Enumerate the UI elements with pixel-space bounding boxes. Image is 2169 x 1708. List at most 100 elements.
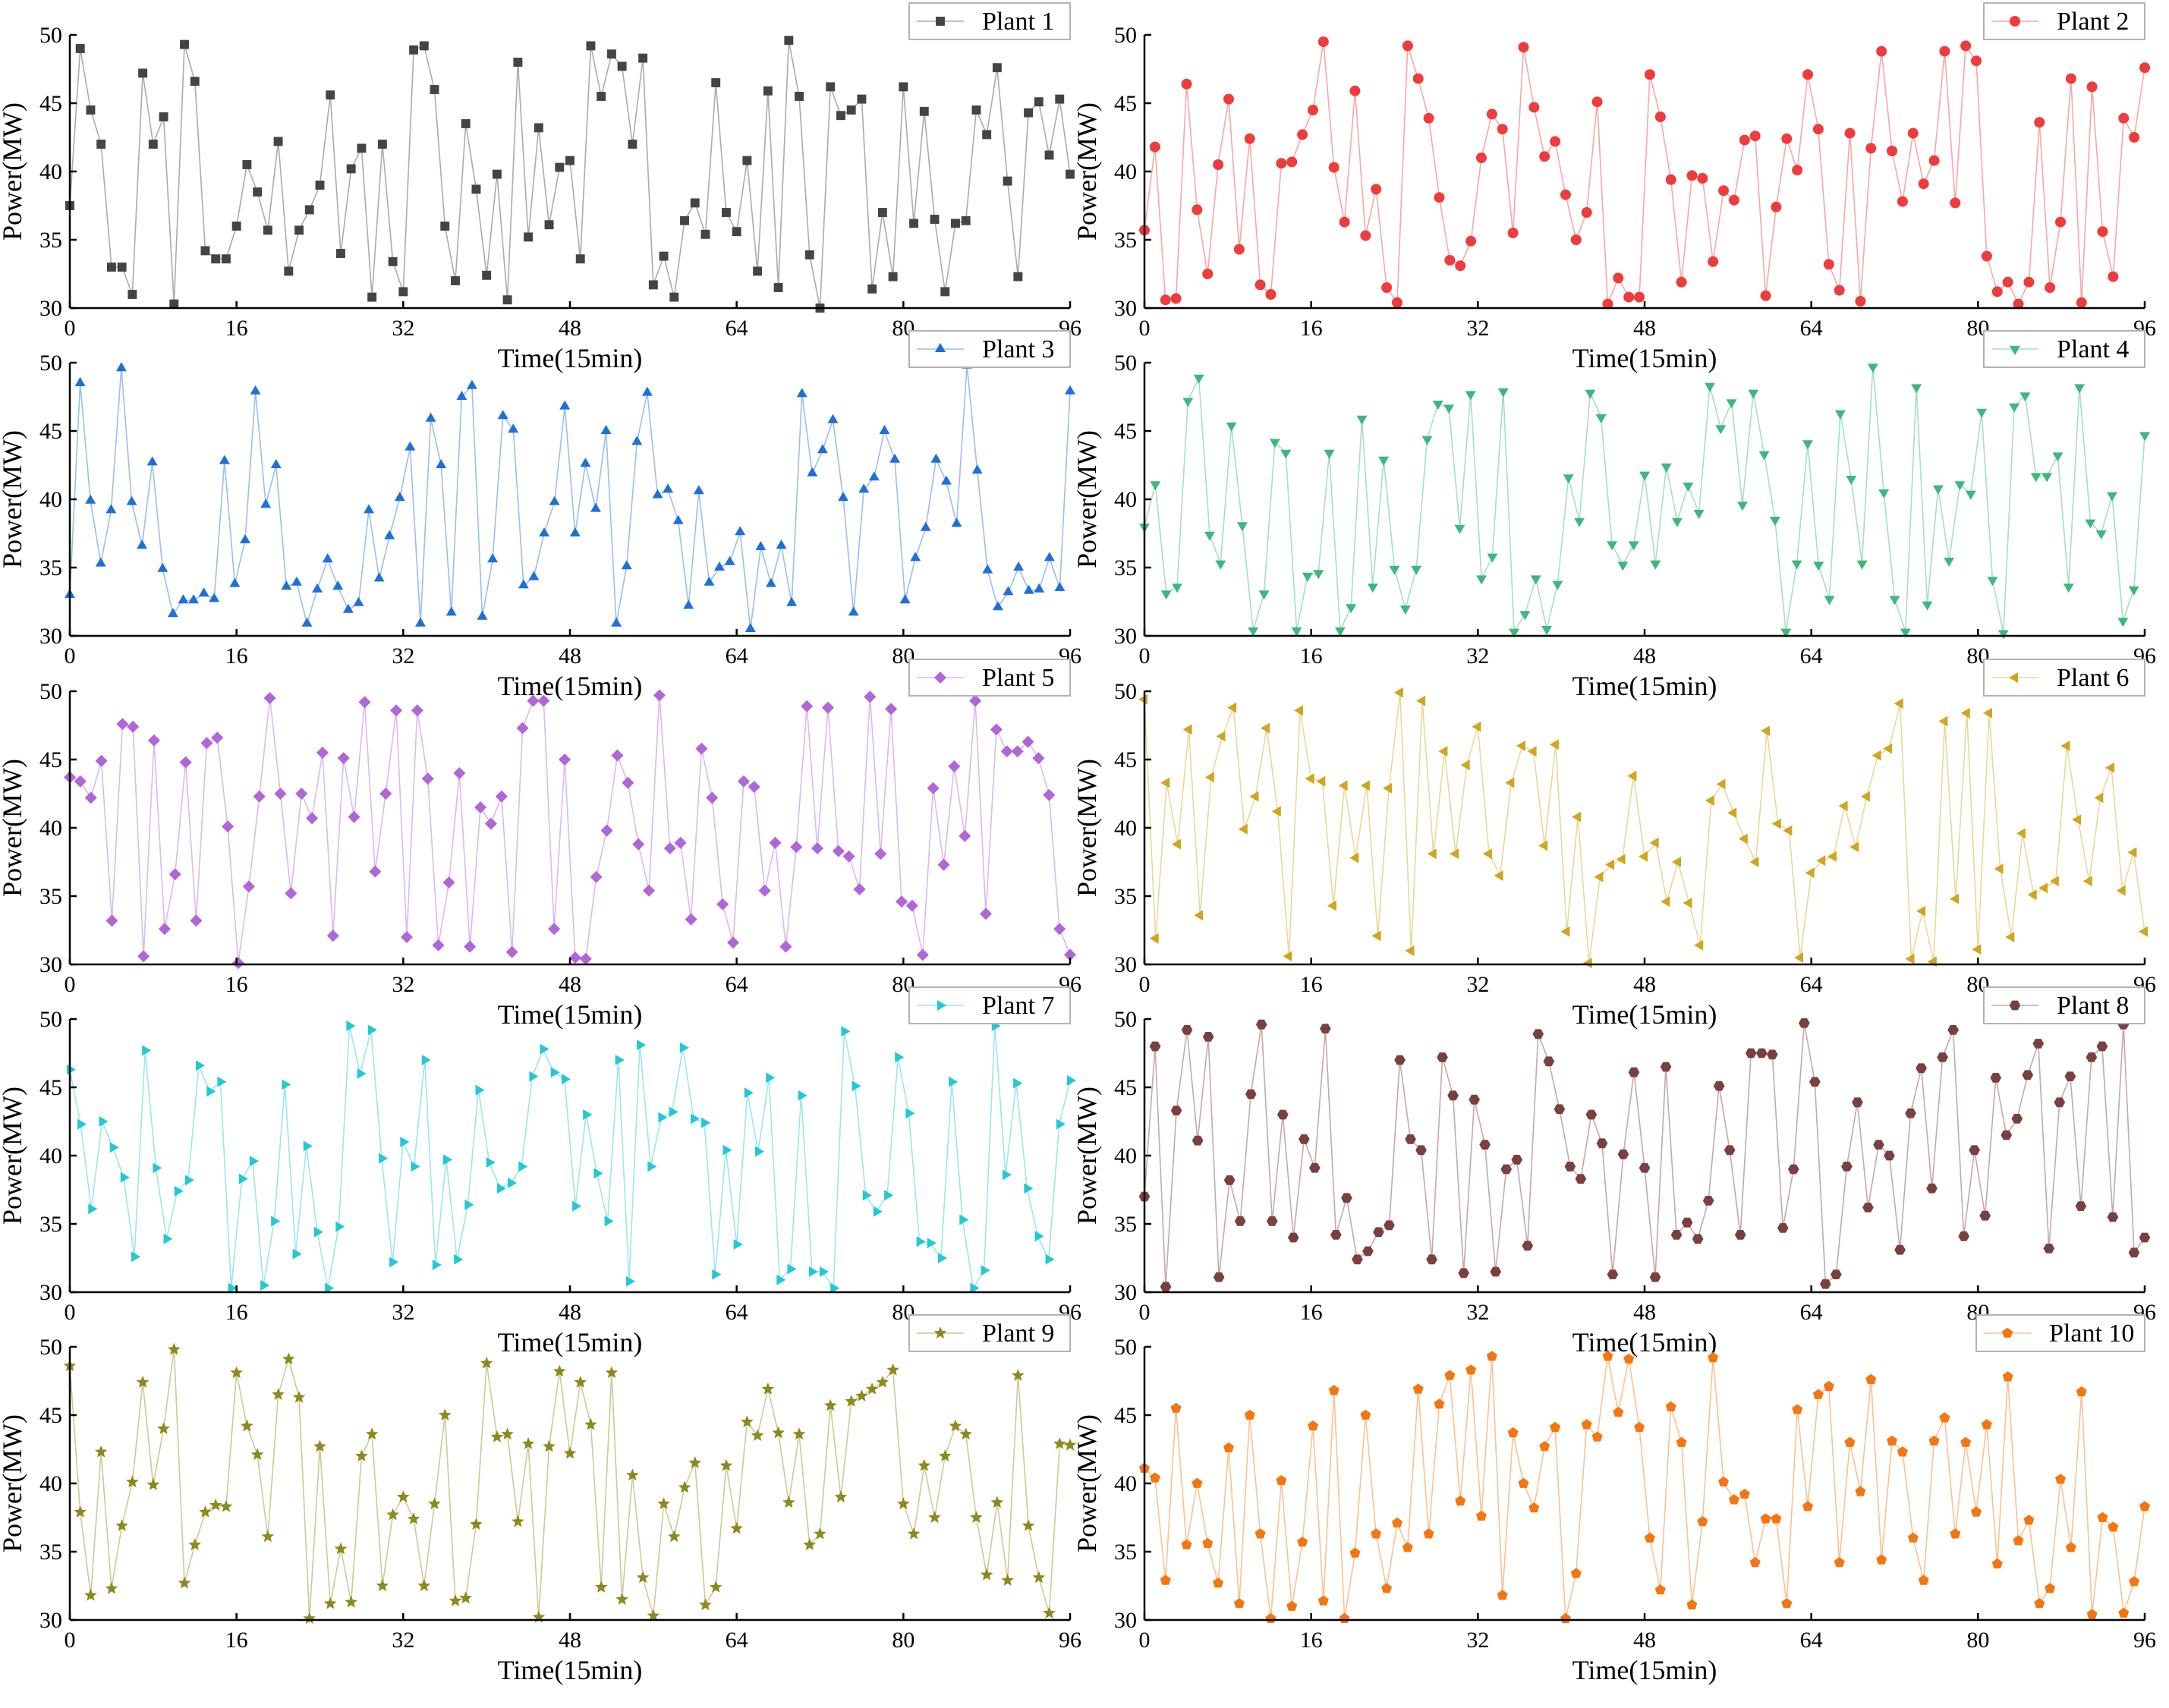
data-point	[221, 254, 231, 264]
data-point	[1581, 207, 1592, 218]
data-point	[178, 1576, 191, 1589]
data-point	[1053, 923, 1066, 936]
data-point	[153, 1162, 162, 1174]
data-point	[1872, 750, 1881, 761]
data-point	[421, 772, 434, 785]
data-point	[693, 485, 704, 495]
data-point	[1065, 385, 1075, 395]
data-point	[464, 1199, 474, 1210]
data-point	[1846, 476, 1857, 485]
data-point	[127, 720, 140, 733]
data-point	[1979, 1210, 1991, 1221]
data-point	[211, 731, 224, 744]
data-point	[2009, 403, 2020, 413]
data-point	[1360, 780, 1370, 791]
data-point	[84, 1588, 97, 1601]
y-tick-label: 30	[39, 1280, 62, 1305]
data-point	[138, 68, 148, 78]
data-point	[1672, 517, 1683, 527]
data-point	[126, 495, 137, 505]
data-point	[1294, 705, 1303, 716]
y-axis-title: Power(MW)	[0, 759, 27, 897]
data-point	[1307, 105, 1318, 115]
data-point	[1455, 260, 1466, 272]
data-point	[1393, 687, 1403, 698]
data-point	[394, 492, 405, 502]
data-point	[1639, 471, 1650, 481]
data-point	[353, 596, 364, 606]
data-point	[367, 292, 377, 302]
x-tick-label: 0	[65, 1300, 76, 1325]
data-point	[617, 61, 627, 71]
data-point	[706, 791, 719, 804]
data-point	[1213, 1272, 1225, 1282]
series-markers	[65, 359, 1075, 632]
data-point	[409, 45, 419, 55]
data-point	[704, 576, 715, 586]
data-point	[461, 119, 471, 128]
data-point	[659, 251, 669, 261]
data-point	[1994, 863, 2004, 874]
data-point	[1749, 1557, 1761, 1568]
data-point	[1487, 553, 1498, 563]
data-point	[817, 444, 828, 454]
data-point	[1958, 1231, 1969, 1241]
data-point	[951, 517, 962, 527]
data-point	[1371, 930, 1381, 942]
data-point	[1991, 1558, 2003, 1569]
y-tick-label: 50	[1114, 1335, 1137, 1360]
data-point	[1297, 1537, 1308, 1547]
data-point	[2013, 298, 2024, 310]
data-point	[990, 723, 1003, 736]
data-point	[1002, 1169, 1012, 1181]
x-axis-title: Time(15min)	[1572, 1655, 1717, 1685]
legend-label: Plant 4	[2057, 335, 2129, 363]
data-point	[1150, 481, 1161, 491]
y-axis-title: Power(MW)	[1072, 1414, 1102, 1552]
legend-label: Plant 1	[982, 8, 1054, 36]
data-point	[1739, 134, 1750, 146]
data-point	[1905, 1108, 1916, 1118]
data-point	[885, 703, 898, 716]
data-point	[285, 887, 297, 900]
data-point	[1724, 1145, 1736, 1156]
data-point	[211, 254, 221, 264]
x-tick-label: 64	[726, 1300, 748, 1325]
x-tick-label: 96	[2133, 1628, 2156, 1653]
data-point	[1738, 833, 1748, 845]
data-point	[474, 801, 487, 813]
x-axis-title: Time(15min)	[498, 671, 643, 701]
data-point	[272, 1388, 285, 1401]
data-point	[158, 923, 171, 936]
series-line	[1144, 1356, 2145, 1619]
x-tick-label: 0	[1139, 972, 1151, 997]
data-point	[798, 1090, 807, 1101]
data-point	[910, 552, 921, 561]
data-point	[521, 1437, 535, 1449]
data-point	[1509, 628, 1520, 638]
data-point	[889, 453, 900, 463]
data-point	[1894, 1244, 1906, 1255]
data-point	[271, 1216, 281, 1227]
data-point	[336, 249, 345, 258]
data-point	[1276, 158, 1287, 169]
data-point	[1045, 1253, 1055, 1265]
data-point	[776, 1274, 786, 1285]
data-point	[1360, 230, 1371, 241]
data-point	[1627, 770, 1637, 782]
y-tick-label: 45	[1114, 747, 1137, 772]
data-point	[1527, 746, 1537, 757]
data-point	[323, 1596, 337, 1609]
data-point	[1665, 174, 1676, 185]
data-point	[1421, 436, 1433, 445]
data-point	[301, 617, 313, 627]
data-point	[157, 1422, 170, 1435]
data-point	[766, 1072, 776, 1084]
x-tick-label: 0	[65, 316, 76, 341]
data-point	[148, 140, 158, 149]
data-point	[496, 1183, 506, 1194]
data-point	[959, 829, 971, 842]
data-point	[411, 1161, 420, 1172]
data-point	[1192, 1135, 1204, 1146]
data-point	[502, 295, 512, 305]
